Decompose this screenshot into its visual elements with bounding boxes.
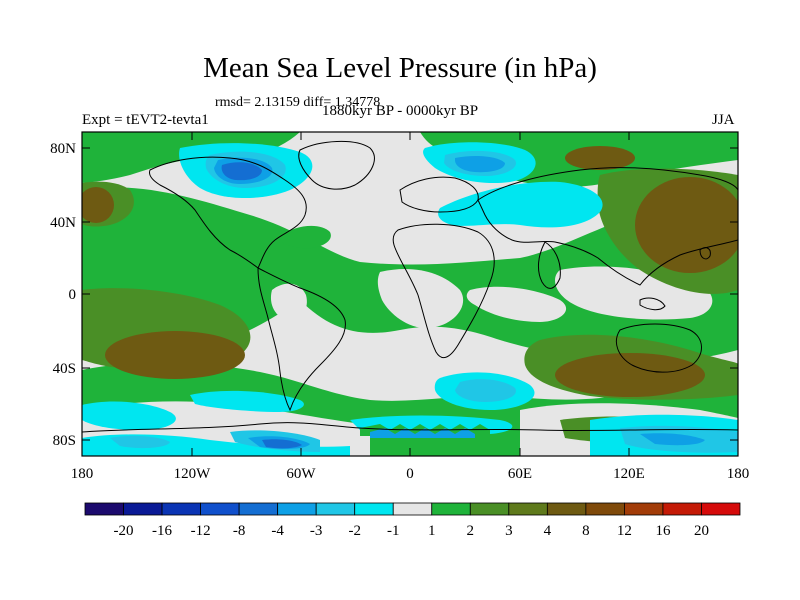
lon-labels: 180 120W 60W 0 60E 120E 180 [71, 466, 750, 482]
lat-label-0: 0 [69, 287, 77, 303]
lon-label-0: 0 [406, 466, 414, 482]
colorbar-swatch [200, 502, 240, 516]
colorbar-label: 20 [694, 523, 709, 539]
lat-tick-marks [82, 147, 738, 441]
lon-label-60e: 60E [508, 466, 532, 482]
colorbar-swatch [354, 502, 394, 516]
colorbar [84, 502, 741, 516]
colorbar-label: 4 [544, 523, 552, 539]
colorbar-label: -12 [191, 523, 211, 539]
colorbar-label: -2 [348, 523, 361, 539]
colorbar-label: 1 [428, 523, 436, 539]
lon-label-180w: 180 [71, 466, 94, 482]
lat-label-80n: 80N [50, 141, 76, 157]
colorbar-swatch [392, 502, 433, 516]
colorbar-swatch [701, 502, 741, 516]
colorbar-label: -8 [233, 523, 246, 539]
colorbar-swatch [315, 502, 356, 516]
colorbar-swatch [161, 502, 201, 516]
lat-label-40s: 40S [53, 361, 76, 377]
experiment-label: Expt = tEVT2-tevta1 [82, 112, 209, 128]
contour-minus4 [221, 162, 302, 449]
lon-label-120e: 120E [613, 466, 645, 482]
colorbar-label: 8 [582, 523, 590, 539]
lon-label-60w: 60W [286, 466, 316, 482]
colorbar-label: 16 [655, 523, 671, 539]
colorbar-swatch [585, 502, 625, 516]
colorbar-label: 3 [505, 523, 513, 539]
colorbar-swatch [624, 502, 664, 516]
colorbar-swatch [469, 502, 510, 516]
season-label: JJA [712, 112, 735, 128]
colorbar-swatch [84, 502, 124, 516]
colorbar-label: -3 [310, 523, 323, 539]
colorbar-swatch [431, 502, 471, 516]
lat-label-40n: 40N [50, 215, 76, 231]
colorbar-label: -20 [114, 523, 134, 539]
colorbar-swatch [508, 502, 548, 516]
colorbar-swatch [277, 502, 317, 516]
period-label: 1880kyr BP - 0000kyr BP [322, 103, 479, 119]
stats-text: rmsd= 2.13159 diff= 1.34778 [215, 95, 381, 110]
colorbar-swatch [238, 502, 279, 516]
colorbar-swatch [546, 502, 587, 516]
colorbar-label: 2 [467, 523, 475, 539]
colorbar-label: -4 [271, 523, 284, 539]
lon-label-120w: 120W [174, 466, 212, 482]
colorbar-swatch [123, 502, 163, 516]
colorbar-label: -16 [152, 523, 172, 539]
lat-label-80s: 80S [53, 433, 76, 449]
colorbar-label: 12 [617, 523, 632, 539]
contour-4-8 [82, 146, 738, 397]
map-title: Mean Sea Level Pressure (in hPa) [203, 52, 597, 84]
colorbar-swatch [662, 502, 702, 516]
contour-field [82, 132, 738, 456]
lon-label-180e: 180 [727, 466, 750, 482]
lon-tick-marks [191, 132, 630, 456]
colorbar-labels: -20 -16 -12 -8 -4 -3 -2 -1 1 2 3 4 8 12 16 20 [114, 523, 709, 539]
colorbar-label: -1 [387, 523, 400, 539]
lat-labels: 80N 40N 0 40S 80S [50, 141, 76, 449]
coastlines [82, 140, 738, 433]
